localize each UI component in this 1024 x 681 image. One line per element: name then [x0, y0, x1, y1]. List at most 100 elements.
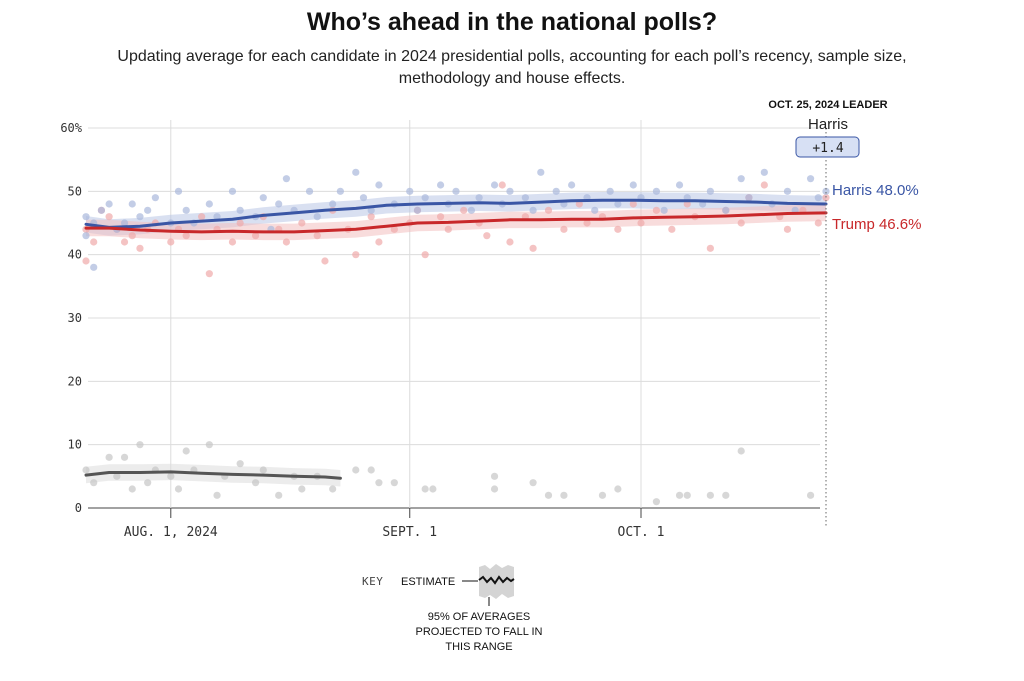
chart-key: KEY ESTIMATE 95% OF AVERAGES PROJECTED T…: [362, 564, 543, 653]
third-poll-dot: [806, 491, 815, 499]
third-average-line: [84, 470, 342, 480]
third-poll-dot: [683, 491, 691, 499]
third-poll-dot: [560, 491, 568, 499]
harris-poll-dot: [336, 187, 344, 195]
harris-poll-dot: [467, 206, 476, 214]
harris-poll-dot: [506, 187, 514, 195]
leader-margin-value: +1.4: [812, 141, 843, 156]
axis-labels: 0 10 20 30 40 50 60% AUG. 1, 2024 SEPT. 1 OCT. 1: [60, 121, 664, 540]
harris-poll-dot: [174, 187, 183, 195]
third-poll-dot: [490, 485, 499, 493]
harris-poll-dot: [552, 187, 560, 195]
trump-poll-dot: [421, 251, 429, 259]
third-poll-dot: [144, 479, 152, 487]
trump-poll-dot: [390, 225, 398, 233]
harris-average-line: [84, 198, 828, 229]
third-poll-dot: [113, 472, 121, 480]
trump-average-line: [84, 211, 828, 234]
harris-poll-dot: [213, 213, 221, 221]
trump-poll-dot: [105, 213, 113, 221]
trump-poll-dot: [783, 225, 792, 233]
key-range-line-3: THIS RANGE: [445, 641, 512, 653]
harris-poll-dot: [606, 187, 614, 195]
trump-poll-dot: [82, 257, 90, 265]
trump-poll-dot: [90, 238, 98, 246]
third-poll-dot: [352, 466, 360, 474]
harris-poll-dot: [144, 206, 152, 214]
trump-poll-dot: [198, 213, 206, 221]
harris-poll-dot: [120, 219, 129, 227]
third-poll-dot: [706, 491, 714, 499]
harris-poll-dot: [591, 206, 599, 214]
trump-poll-dot: [668, 225, 676, 233]
harris-poll-dot: [537, 168, 545, 176]
harris-poll-dot: [82, 232, 90, 240]
third-poll-dot: [167, 472, 175, 480]
harris-poll-dot: [406, 187, 414, 195]
trump-poll-dot: [498, 181, 506, 189]
leader-margin-badge: [795, 136, 860, 158]
trump-poll-dot: [483, 232, 491, 240]
trump-poll-dot: [321, 257, 329, 265]
third-poll-dot: [259, 466, 267, 474]
third-poll-dot: [421, 485, 429, 493]
harris-end-label: Harris 48.0%: [832, 182, 919, 199]
average-lines: [84, 198, 828, 480]
key-estimate-label: ESTIMATE: [401, 576, 455, 588]
x-tick-label: SEPT. 1: [382, 525, 437, 540]
third-poll-dot: [598, 491, 607, 499]
third-poll-dot: [529, 479, 537, 487]
chart-subtitle: Updating average for each candidate in 2…: [117, 48, 907, 87]
third-poll-dot: [722, 491, 730, 499]
trump-poll-dot: [182, 232, 190, 240]
harris-poll-dot: [97, 206, 106, 214]
harris-uncertainty-band: [86, 192, 826, 236]
harris-poll-dot: [706, 187, 714, 195]
trump-poll-dot: [637, 219, 645, 227]
harris-poll-dot: [313, 213, 321, 221]
y-tick-label: 60%: [60, 121, 82, 135]
trump-poll-dot: [583, 219, 591, 227]
harris-poll-dot: [128, 200, 136, 208]
trump-poll-dot: [436, 213, 445, 221]
trump-poll-dot: [760, 181, 768, 189]
harris-poll-dot: [722, 206, 730, 214]
harris-poll-dot: [275, 200, 283, 208]
trump-poll-dot: [822, 194, 830, 202]
trump-poll-dot: [575, 200, 583, 208]
trump-end-label: Trump 46.6%: [832, 216, 921, 233]
third-poll-dot: [298, 485, 306, 493]
harris-poll-dot: [490, 181, 499, 189]
third-poll-dot: [120, 453, 129, 461]
trump-poll-dot: [205, 270, 213, 278]
third-poll-dot: [490, 472, 499, 480]
harris-poll-dot: [521, 194, 529, 202]
third-poll-dot: [128, 485, 136, 493]
harris-poll-dot: [282, 175, 291, 183]
third-poll-dot: [329, 485, 337, 493]
y-tick-label: 30: [68, 311, 82, 325]
third-poll-dot: [182, 447, 190, 455]
x-tick-label: OCT. 1: [618, 525, 665, 540]
trump-poll-dot: [120, 238, 129, 246]
uncertainty-bands: [86, 192, 826, 487]
harris-poll-dot: [82, 213, 90, 221]
third-poll-dot: [251, 479, 260, 487]
trump-poll-dot: [251, 232, 260, 240]
harris-poll-dot: [359, 194, 368, 202]
third-poll-dot: [737, 447, 745, 455]
harris-poll-dot: [568, 181, 576, 189]
harris-poll-dot: [614, 200, 622, 208]
trump-poll-dot: [737, 219, 745, 227]
third-poll-dot: [105, 453, 113, 461]
y-tick-label: 10: [68, 438, 82, 452]
harris-poll-dot: [352, 168, 360, 176]
third-poll-dot: [275, 491, 283, 499]
harris-poll-dot: [452, 187, 460, 195]
harris-poll-dot: [783, 187, 792, 195]
key-range-line-2: PROJECTED TO FALL IN: [416, 626, 543, 638]
trump-poll-dot: [282, 238, 291, 246]
trump-poll-dot: [814, 219, 822, 227]
y-tick-label: 20: [68, 374, 82, 388]
trump-poll-dot: [236, 219, 244, 227]
